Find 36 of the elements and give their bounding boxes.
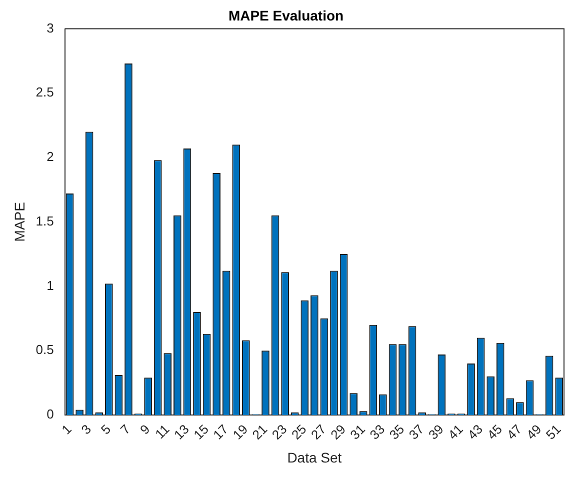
x-tick-label: 23: [268, 422, 290, 442]
y-tick-label: 2.5: [36, 84, 54, 100]
x-tick-label: 15: [190, 422, 212, 442]
x-tick-label: 43: [464, 422, 486, 442]
x-tick-label: 39: [425, 422, 446, 442]
x-tick-label: 31: [347, 422, 368, 442]
x-tick-label: 9: [136, 422, 153, 438]
x-tick-label: 11: [152, 422, 172, 442]
x-tick-label: 17: [210, 422, 232, 442]
x-tick-label: 35: [386, 422, 408, 442]
x-tick-label: 29: [328, 422, 348, 442]
y-tick-label: 2: [46, 149, 54, 164]
x-tick-label: 49: [523, 422, 544, 442]
x-axis-title: Data Set: [287, 449, 342, 466]
x-tick-label: 27: [308, 422, 329, 442]
chart-title: MAPE Evaluation: [228, 7, 344, 24]
x-tick-label: 7: [117, 422, 134, 438]
x-tick-label: 5: [98, 422, 114, 438]
x-tick-label: 33: [366, 422, 388, 442]
x-tick-label: 3: [78, 422, 94, 438]
x-tick-label: 41: [445, 422, 466, 442]
y-tick-label: 1: [46, 278, 54, 293]
y-axis-title: MAPE: [11, 202, 28, 242]
x-tick-label: 37: [406, 422, 427, 442]
y-tick-label: 3: [46, 20, 54, 36]
x-tick-label: 21: [249, 422, 270, 442]
x-tick-label: 51: [542, 422, 564, 442]
x-tick-label: 19: [230, 422, 251, 442]
x-tick-label: 47: [504, 422, 525, 442]
x-tick-label: 45: [484, 422, 506, 442]
x-tick-label: 13: [171, 422, 192, 442]
x-tick-label: 1: [58, 422, 74, 438]
x-tick-label: 25: [288, 422, 310, 442]
y-tick-label: 1.5: [36, 213, 54, 228]
y-tick-label: 0.5: [36, 342, 54, 358]
y-tick-label: 0: [46, 406, 54, 422]
